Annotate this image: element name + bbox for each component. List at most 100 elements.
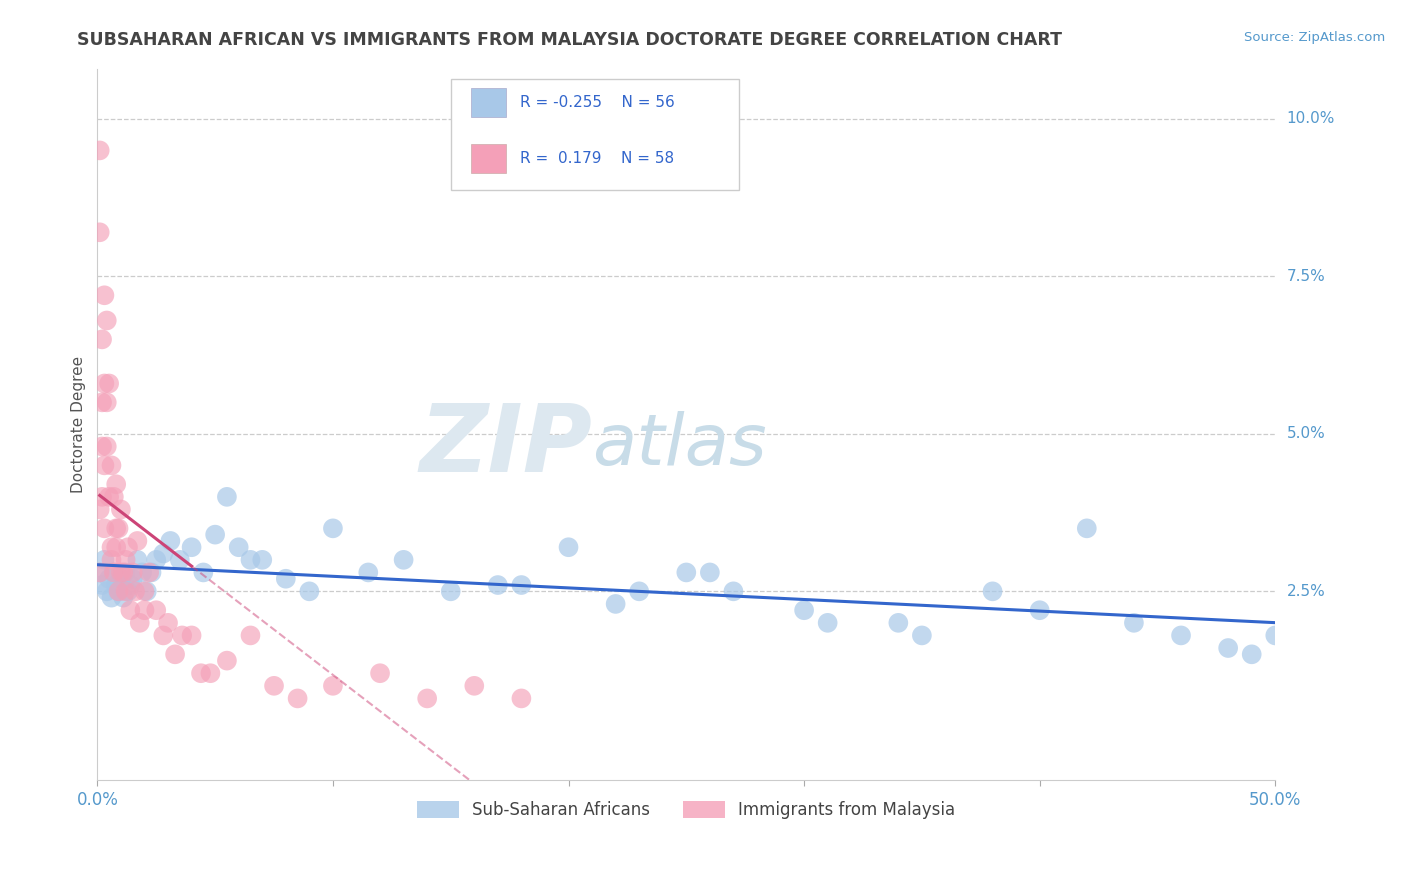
Point xyxy=(200,666,222,681)
Text: Source: ZipAtlas.com: Source: ZipAtlas.com xyxy=(1244,31,1385,45)
Y-axis label: Doctorate Degree: Doctorate Degree xyxy=(72,356,86,493)
Point xyxy=(287,691,309,706)
Point xyxy=(89,502,111,516)
Point xyxy=(135,584,157,599)
Point xyxy=(793,603,815,617)
Point xyxy=(887,615,910,630)
Point xyxy=(628,584,651,599)
Point xyxy=(605,597,627,611)
Point xyxy=(120,578,142,592)
Point xyxy=(298,584,321,599)
FancyBboxPatch shape xyxy=(471,145,506,173)
Point xyxy=(180,540,202,554)
Text: atlas: atlas xyxy=(592,411,766,480)
Point xyxy=(89,566,111,580)
Point xyxy=(121,566,143,580)
Point xyxy=(180,628,202,642)
Point xyxy=(107,521,129,535)
Point xyxy=(91,578,114,592)
Point xyxy=(98,376,121,391)
Point xyxy=(107,584,129,599)
Point xyxy=(117,584,139,599)
Point xyxy=(114,566,136,580)
Point xyxy=(120,603,142,617)
Point xyxy=(1028,603,1050,617)
Text: 2.5%: 2.5% xyxy=(1286,584,1324,599)
Point xyxy=(100,540,122,554)
Point xyxy=(322,521,344,535)
Point xyxy=(105,578,128,592)
FancyBboxPatch shape xyxy=(451,79,740,189)
Point xyxy=(112,566,135,580)
Point xyxy=(252,553,274,567)
Text: R =  0.179    N = 58: R = 0.179 N = 58 xyxy=(520,152,675,166)
Point xyxy=(215,654,238,668)
Point xyxy=(134,584,156,599)
Point xyxy=(152,628,174,642)
Point xyxy=(159,533,181,548)
Point xyxy=(105,477,128,491)
Point xyxy=(98,490,121,504)
Legend: Sub-Saharan Africans, Immigrants from Malaysia: Sub-Saharan Africans, Immigrants from Ma… xyxy=(411,794,962,825)
Point xyxy=(93,553,115,567)
Point xyxy=(96,313,118,327)
Point xyxy=(1218,640,1240,655)
Point xyxy=(157,615,180,630)
Point xyxy=(103,566,125,580)
Point xyxy=(215,490,238,504)
Point xyxy=(128,615,150,630)
Point xyxy=(463,679,485,693)
Point xyxy=(93,288,115,302)
Point xyxy=(699,566,721,580)
Point xyxy=(96,440,118,454)
Point xyxy=(110,566,132,580)
Point xyxy=(204,527,226,541)
Point xyxy=(510,691,533,706)
Point xyxy=(911,628,934,642)
Point xyxy=(817,615,839,630)
Point xyxy=(145,603,167,617)
Point xyxy=(110,572,132,586)
Point xyxy=(103,490,125,504)
Point xyxy=(114,553,136,567)
Point xyxy=(100,458,122,473)
Point xyxy=(110,502,132,516)
Point xyxy=(89,225,111,239)
Point xyxy=(239,628,262,642)
Point xyxy=(138,566,160,580)
Point xyxy=(239,553,262,567)
Point xyxy=(1170,628,1192,642)
Point xyxy=(193,566,215,580)
Point xyxy=(274,572,297,586)
Point xyxy=(981,584,1004,599)
Point xyxy=(91,440,114,454)
Point xyxy=(675,566,697,580)
Point xyxy=(91,490,114,504)
Point xyxy=(228,540,250,554)
Point xyxy=(131,566,153,580)
Point xyxy=(141,566,163,580)
Point xyxy=(510,578,533,592)
Point xyxy=(93,458,115,473)
Point xyxy=(134,603,156,617)
Point xyxy=(105,521,128,535)
Point xyxy=(89,144,111,158)
Point xyxy=(440,584,463,599)
Point xyxy=(93,376,115,391)
Point xyxy=(165,648,187,662)
Point xyxy=(127,533,149,548)
Point xyxy=(100,591,122,605)
Point xyxy=(127,553,149,567)
Point xyxy=(392,553,415,567)
Text: ZIP: ZIP xyxy=(419,400,592,491)
Point xyxy=(1122,615,1144,630)
Point xyxy=(1076,521,1098,535)
Point xyxy=(723,584,745,599)
Text: R = -0.255    N = 56: R = -0.255 N = 56 xyxy=(520,95,675,110)
Point xyxy=(357,566,380,580)
Point xyxy=(416,691,439,706)
Text: SUBSAHARAN AFRICAN VS IMMIGRANTS FROM MALAYSIA DOCTORATE DEGREE CORRELATION CHAR: SUBSAHARAN AFRICAN VS IMMIGRANTS FROM MA… xyxy=(77,31,1063,49)
Text: 10.0%: 10.0% xyxy=(1286,112,1334,127)
Text: 7.5%: 7.5% xyxy=(1286,268,1324,284)
Point xyxy=(1240,648,1263,662)
